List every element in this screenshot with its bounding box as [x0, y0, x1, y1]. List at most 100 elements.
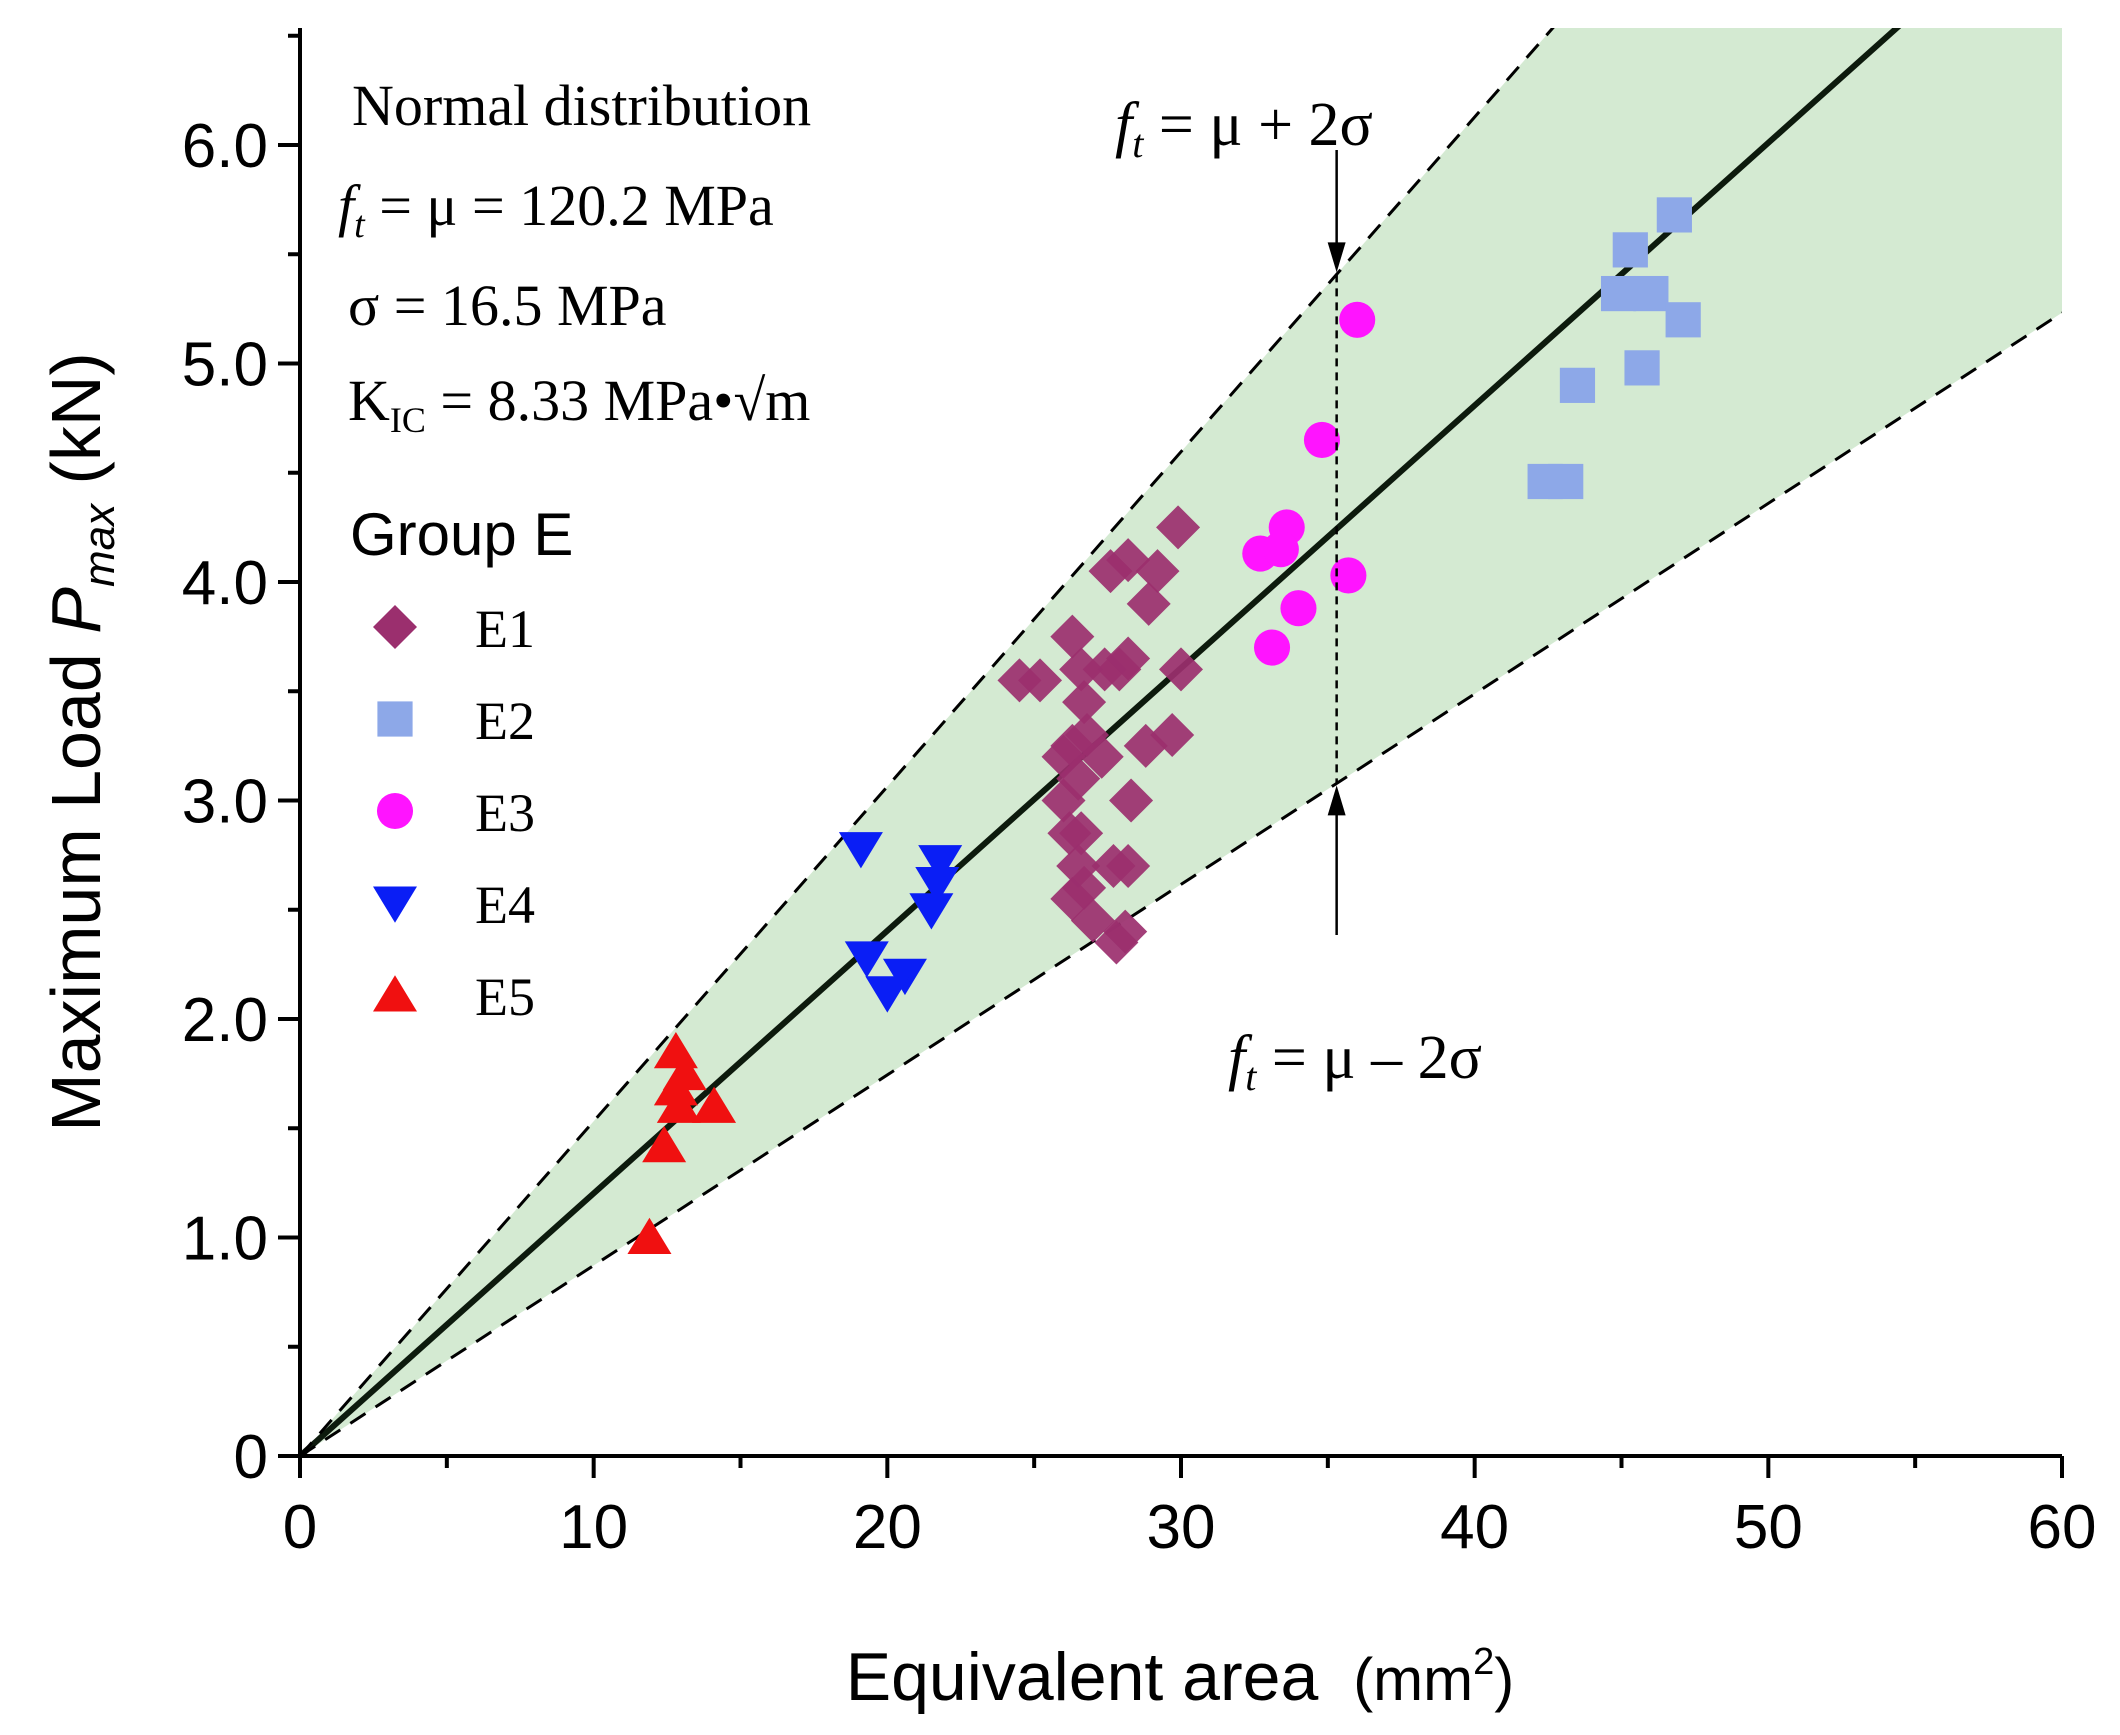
point-e4: [865, 976, 910, 1013]
legend-label-e2: E2: [475, 691, 535, 751]
y-tick-label: 6.0: [182, 112, 268, 181]
legend-marker-e5: [373, 975, 417, 1012]
point-e1: [1159, 647, 1203, 692]
point-e3: [1262, 531, 1299, 568]
legend-marker-e3: [376, 792, 414, 830]
point-e4: [844, 941, 889, 978]
lower-bound-label: ft = μ – 2σ: [1228, 1024, 1482, 1099]
legend: E1 E2 E3 E4 E5: [373, 599, 535, 1027]
point-e1: [1156, 505, 1201, 550]
point-e5: [627, 1217, 672, 1254]
point-e1: [1126, 581, 1171, 626]
legend-label-e1: E1: [475, 599, 535, 659]
y-axis-var-sub: max: [75, 502, 124, 587]
y-tick-label: 4.0: [182, 549, 268, 618]
point-e2: [1624, 350, 1660, 386]
point-e4: [909, 893, 954, 930]
legend-marker-e2: [377, 701, 413, 737]
point-e3: [1253, 629, 1291, 666]
point-e2: [1665, 302, 1701, 338]
point-e2: [1612, 232, 1648, 268]
upper-bound-label: ft = μ + 2σ: [1115, 91, 1373, 166]
ft-sub: t: [354, 204, 366, 246]
y-tick-label: 0: [234, 1423, 268, 1492]
point-e3: [1339, 301, 1376, 338]
x-axis-label: Equivalent area (mm2): [846, 1639, 1515, 1715]
fit-line-mu_minus_2sigma: [300, 311, 2062, 1456]
point-e2: [1600, 275, 1637, 312]
point-e1: [1018, 658, 1063, 703]
legend-label-e4: E4: [475, 875, 535, 935]
x-tick-label: 40: [1440, 1493, 1509, 1562]
lower-arrow-head: [1327, 785, 1346, 816]
lower-bound-text: = μ – 2σ: [1256, 1024, 1482, 1092]
sigma-label: σ = 16.5 MPa: [348, 273, 667, 338]
upper-ft-sub: t: [1132, 121, 1144, 166]
y-tick-label: 2.0: [182, 986, 268, 1055]
point-e5: [642, 1125, 687, 1163]
kic-var: K: [348, 368, 390, 433]
point-e1: [1106, 636, 1151, 681]
point-e2: [1559, 367, 1596, 403]
x-tick-label: 30: [1147, 1493, 1216, 1562]
point-e5: [656, 1086, 701, 1123]
legend-marker-e4: [373, 886, 417, 923]
kic-label: KIC = 8.33 MPa•√m: [348, 368, 810, 440]
point-e1: [1103, 909, 1148, 954]
x-tick-label: 60: [2028, 1493, 2097, 1562]
legend-label-e3: E3: [475, 783, 535, 843]
x-axis-unit: (mm: [1353, 1646, 1473, 1713]
point-e5: [692, 1086, 737, 1123]
point-e1: [1059, 811, 1104, 856]
distribution-title: Normal distribution: [352, 73, 811, 138]
fit-line-mu_plus_2sigma: [300, 28, 1555, 1456]
legend-marker-e1: [373, 605, 417, 649]
point-e1: [1150, 712, 1195, 757]
x-axis-label-text: Equivalent area: [846, 1639, 1319, 1715]
point-e1: [1062, 680, 1107, 725]
x-axis-unit-sup: 2: [1473, 1641, 1494, 1683]
mean-text: = μ = 120.2 MPa: [365, 173, 774, 238]
point-e4: [838, 832, 883, 869]
x-axis-unit-end: ): [1494, 1646, 1514, 1713]
x-tick-label: 0: [283, 1493, 317, 1562]
point-e3: [1303, 421, 1340, 459]
y-tick-label: 1.0: [182, 1205, 268, 1274]
y-tick-label: 5.0: [182, 331, 268, 400]
upper-arrow-head: [1327, 242, 1346, 273]
legend-title: Group E: [350, 501, 573, 568]
x-tick-label: 10: [559, 1493, 628, 1562]
point-e4: [915, 867, 960, 904]
y-axis-unit: (kN): [37, 352, 115, 484]
x-tick-label: 50: [1734, 1493, 1803, 1562]
point-e1: [1106, 844, 1151, 889]
lower-ft-sub: t: [1245, 1054, 1257, 1099]
point-e4: [918, 845, 963, 882]
y-axis-label: Maximum Load Pmax (kN): [37, 352, 129, 1131]
x-tick-label: 20: [853, 1493, 922, 1562]
point-e3: [1330, 557, 1367, 594]
kic-sub: IC: [390, 400, 426, 440]
point-e1: [1059, 647, 1104, 692]
y-axis-var: P: [37, 587, 115, 634]
legend-label-e5: E5: [475, 967, 535, 1027]
point-e1: [1056, 756, 1101, 801]
point-e1: [1062, 865, 1107, 910]
bound-arrow-annotation: [1327, 150, 1346, 935]
mean-strength-label: ft = μ = 120.2 MPa: [338, 173, 774, 246]
point-e1: [1050, 614, 1095, 659]
point-e3: [1280, 590, 1317, 627]
point-e1: [1135, 549, 1180, 594]
axis-ticks: 0 10 20 30 40 50 60 0 1.0 2.0 3.0 4.0 5.0 6.0: [182, 33, 2097, 1562]
point-e2: [1656, 197, 1692, 233]
point-e1: [1079, 734, 1124, 779]
point-e2: [1548, 463, 1584, 500]
point-e1: [1109, 778, 1154, 823]
point-e2: [1633, 275, 1669, 312]
point-e5: [653, 1069, 698, 1106]
y-axis-label-text: Maximum Load: [37, 653, 115, 1132]
y-tick-label: 3.0: [182, 768, 268, 837]
kic-text: = 8.33 MPa•√m: [426, 368, 811, 433]
data-points: [627, 197, 1701, 1254]
